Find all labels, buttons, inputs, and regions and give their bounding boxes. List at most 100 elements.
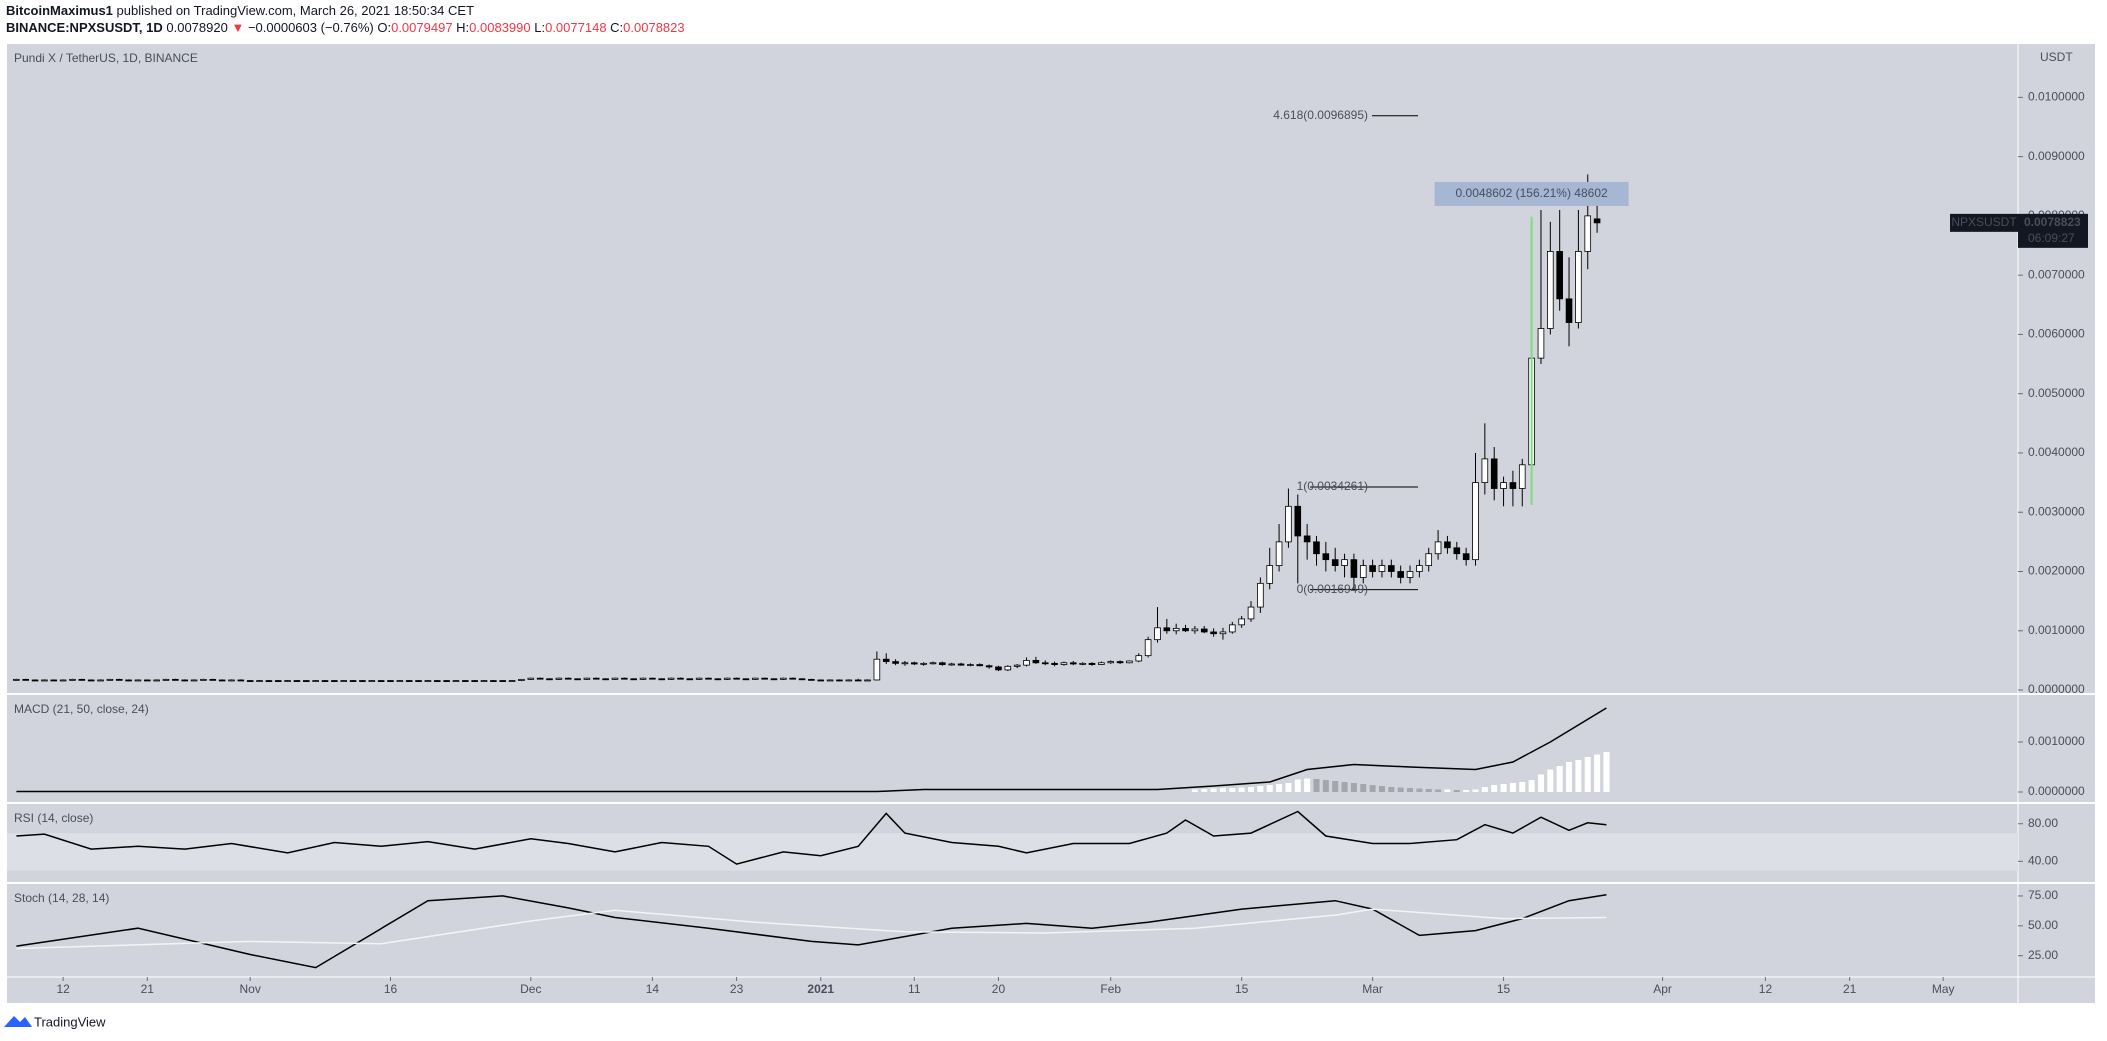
candle-body [480, 680, 488, 682]
x-tick-label: 20 [992, 982, 1006, 996]
candle-body [1266, 565, 1274, 584]
macd-histogram-bar [1472, 789, 1479, 792]
candle-body [1341, 559, 1348, 566]
candle-body [592, 677, 600, 680]
candle-body [845, 679, 853, 682]
candle-body [59, 679, 67, 682]
macd-histogram-bar [1285, 783, 1292, 792]
candle-body [1154, 627, 1161, 641]
candle-body [41, 679, 48, 682]
candle-body [1500, 482, 1507, 489]
macd-histogram-bar [1528, 780, 1535, 792]
macd-histogram-bar [1556, 766, 1563, 792]
candle-body [518, 678, 525, 681]
x-tick-label: 14 [646, 982, 660, 996]
candle-body [1490, 458, 1498, 489]
candle-body [462, 680, 469, 682]
macd-histogram-bar [1509, 783, 1516, 792]
candle-body [1416, 565, 1423, 572]
macd-histogram-bar [1304, 778, 1311, 792]
candle-body [1565, 298, 1573, 323]
candle-body [1210, 631, 1217, 635]
fib-label: 0(0.0016949) [1297, 582, 1368, 596]
indicator-line [16, 894, 1607, 969]
candle-body [555, 677, 563, 680]
y-tick-label: 40.00 [2028, 853, 2058, 867]
macd-histogram-bar [1219, 788, 1226, 792]
candle-body [976, 664, 984, 667]
published: published on TradingView.com, March 26, … [117, 3, 475, 18]
x-tick-label: 21 [141, 982, 155, 996]
candle-body [1144, 639, 1152, 657]
candle-body [920, 662, 927, 665]
brand-logo [4, 1016, 32, 1027]
candle-body [621, 677, 628, 680]
last-price: 0.0078920 [166, 20, 227, 35]
candle-body [611, 677, 619, 680]
y-tick-label: 0.0090000 [2028, 149, 2085, 163]
candle-body [144, 679, 151, 682]
candle-body [1472, 482, 1479, 561]
macd-histogram-bar [1313, 779, 1320, 792]
macd-histogram-bar [1397, 787, 1404, 792]
candle-body [901, 662, 909, 665]
macd-histogram-bar [1435, 789, 1442, 792]
candle-body [1247, 606, 1255, 620]
macd-histogram-bar [1238, 787, 1245, 792]
y-tick-label: 50.00 [2028, 918, 2058, 932]
low: 0.0077148 [545, 20, 606, 35]
candle-body [303, 680, 310, 682]
candle-body [190, 679, 198, 682]
candle-body [209, 678, 217, 681]
macd-histogram-bar [1294, 779, 1301, 792]
macd-histogram-bar [1201, 789, 1208, 792]
rsi-band [7, 833, 2018, 871]
y-tick-label: 80.00 [2028, 816, 2058, 830]
candle-body [1547, 251, 1554, 329]
candle-body [321, 680, 329, 682]
candle-body [873, 658, 881, 681]
candle-body [995, 666, 1002, 671]
candle-body [649, 677, 656, 680]
macd-histogram-bar [1257, 786, 1264, 792]
x-tick-label: 15 [1235, 982, 1249, 996]
candle-body [200, 678, 207, 681]
macd-histogram-bar [1248, 787, 1255, 792]
macd-histogram-bar [1266, 785, 1273, 792]
candle-body [630, 678, 637, 681]
candle-body [1051, 662, 1058, 665]
macd-histogram-bar [1463, 790, 1470, 792]
y-tick-label: 0.0070000 [2028, 267, 2085, 281]
candle-body [1369, 565, 1376, 572]
candle-body [237, 679, 245, 682]
candle-body [1313, 541, 1320, 555]
candle-body [536, 677, 544, 680]
x-tick-label: Feb [1100, 982, 1121, 996]
candle-body [1013, 664, 1021, 667]
candle-body [405, 680, 413, 682]
candle-body [1098, 662, 1105, 665]
candle-body [471, 680, 478, 682]
candle-body [499, 680, 507, 682]
countdown: 06:09:27 [2028, 231, 2075, 245]
candle-body [686, 678, 694, 681]
candle-body [13, 678, 20, 681]
candle-body [1462, 553, 1470, 561]
macd-histogram-bar [1537, 774, 1544, 792]
symbol: BINANCE:NPXSUSDT, 1D [6, 20, 163, 35]
macd-histogram-bar [1575, 760, 1582, 792]
candle-body [1575, 251, 1582, 323]
candle-body [293, 680, 301, 682]
candle-body [424, 680, 432, 682]
macd-histogram-bar [1519, 782, 1526, 792]
macd-histogram-bar [1210, 788, 1217, 792]
candle-body [761, 677, 768, 680]
candle-body [1088, 662, 1096, 665]
candle-body [667, 677, 675, 680]
candle-body [658, 678, 666, 681]
candle-body [340, 680, 348, 682]
y-unit: USDT [2040, 50, 2073, 64]
candle-body [256, 680, 263, 682]
candle-body [218, 679, 226, 682]
candle-body [359, 680, 366, 682]
